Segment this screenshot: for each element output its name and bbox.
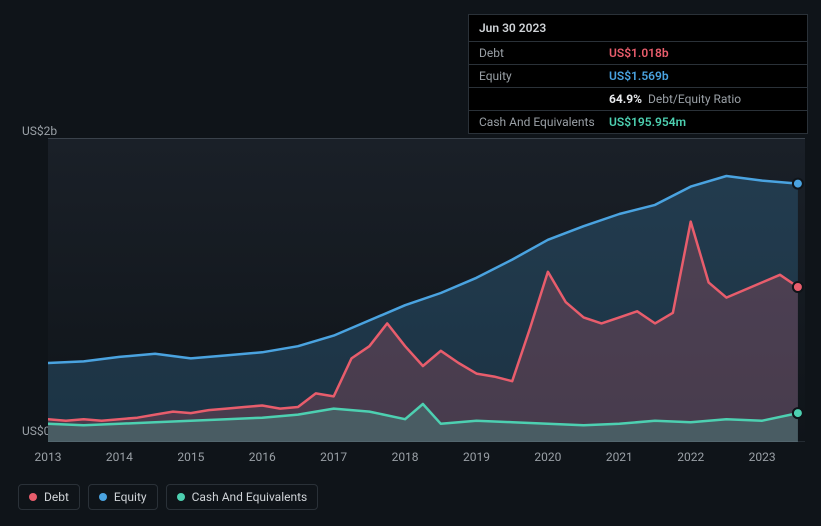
legend-dot-icon (177, 493, 185, 501)
x-axis-tick: 2016 (249, 450, 276, 464)
x-axis: 2013201420152016201720182019202020212022… (48, 450, 805, 470)
y-axis-label-top: US$2b (22, 124, 57, 138)
x-axis-tick: 2014 (106, 450, 133, 464)
x-axis-tick: 2020 (534, 450, 561, 464)
x-axis-tick: 2013 (35, 450, 62, 464)
chart-svg (48, 138, 805, 442)
chart-tooltip: Jun 30 2023 Debt US$1.018b Equity US$1.5… (468, 14, 808, 134)
x-axis-tick: 2015 (177, 450, 204, 464)
tooltip-value-equity: US$1.569b (609, 69, 669, 83)
x-axis-tick: 2019 (463, 450, 490, 464)
legend-dot-icon (99, 493, 107, 501)
tooltip-row-equity: Equity US$1.569b (469, 65, 807, 88)
tooltip-row-cash: Cash And Equivalents US$195.954m (469, 111, 807, 133)
tooltip-label: Debt (479, 46, 609, 60)
x-axis-tick: 2018 (392, 450, 419, 464)
tooltip-value-ratio: 64.9%Debt/Equity Ratio (609, 92, 741, 106)
tooltip-date: Jun 30 2023 (469, 15, 807, 42)
legend-label: Debt (44, 490, 69, 504)
chart-plot-area[interactable] (48, 138, 805, 442)
legend-dot-icon (29, 493, 37, 501)
legend-item-debt[interactable]: Debt (18, 484, 80, 510)
tooltip-label: Cash And Equivalents (479, 115, 609, 129)
y-axis-label-bottom: US$0 (22, 424, 50, 438)
x-axis-tick: 2021 (606, 450, 633, 464)
tooltip-value-cash: US$195.954m (609, 115, 686, 129)
legend-label: Cash And Equivalents (192, 490, 308, 504)
x-axis-tick: 2022 (677, 450, 704, 464)
legend-item-equity[interactable]: Equity (88, 484, 158, 510)
x-axis-tick: 2017 (320, 450, 347, 464)
tooltip-row-debt: Debt US$1.018b (469, 42, 807, 65)
chart-container: Jun 30 2023 Debt US$1.018b Equity US$1.5… (0, 0, 821, 526)
x-axis-tick: 2023 (749, 450, 776, 464)
tooltip-value-debt: US$1.018b (609, 46, 669, 60)
tooltip-row-ratio: 64.9%Debt/Equity Ratio (469, 88, 807, 111)
tooltip-label: Equity (479, 69, 609, 83)
chart-legend: Debt Equity Cash And Equivalents (18, 484, 318, 510)
legend-item-cash[interactable]: Cash And Equivalents (166, 484, 319, 510)
tooltip-label (479, 92, 609, 106)
legend-label: Equity (114, 490, 147, 504)
